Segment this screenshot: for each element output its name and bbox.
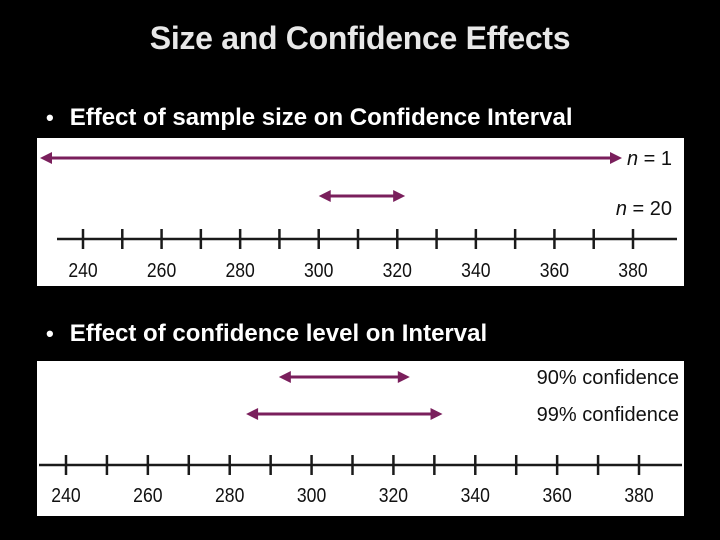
axis-tick-label: 320 [383,259,412,281]
bullet-sample-size: • Effect of sample size on Confidence In… [46,104,572,132]
confidence-level-number-line: 240 260 280 300 320 340 360 380 90% confidence 99… [39,367,682,506]
axis-tick-label: 360 [540,259,569,281]
axis-tick-label: 340 [461,259,490,281]
axis-tick-label: 240 [51,484,80,506]
confidence-level-diagram: 240 260 280 300 320 340 360 380 90% confidence 99… [37,361,684,516]
bullet-confidence-level-text: Effect of confidence level on Interval [69,320,488,347]
bullet-dot: • [46,105,54,130]
interval-arrowhead-right [610,152,622,164]
bullet-confidence-level: • Effect of confidence level on Interval [46,320,487,348]
interval-arrowhead-right [397,371,410,383]
interval-label: n = 20 [616,198,672,220]
axis-tick-label: 240 [68,259,97,281]
interval-label: 90% confidence [537,367,679,389]
slide-title: Size and Confidence Effects [149,20,571,56]
bullet-dot: • [46,321,54,346]
interval-label-variable: n [627,148,638,170]
interval-arrowhead-left [40,152,52,164]
interval-arrowhead-left [318,190,331,202]
interval-arrowhead-left [278,371,291,383]
bullet-sample-size-text: Effect of sample size on Confidence Inte… [69,104,573,131]
axis-tick-label: 260 [133,484,162,506]
axis-tick-label: 260 [147,259,176,281]
axis-tick-label: 320 [379,484,408,506]
axis-tick-label: 300 [304,259,333,281]
axis-tick-label: 340 [461,484,490,506]
interval-arrowhead-left [246,408,259,420]
axis-tick-label: 280 [215,484,244,506]
interval-label-variable: n [616,198,627,220]
axis-tick-label: 360 [542,484,571,506]
axis-tick-label: 380 [618,259,647,281]
axis-tick-label: 280 [225,259,254,281]
axis-tick-label: 380 [624,484,653,506]
axis-tick-label: 300 [297,484,326,506]
interval-arrowhead-right [430,408,443,420]
interval-label-value: = 20 [627,198,672,220]
interval-label: n = 1 [627,148,672,170]
interval-arrowhead-right [393,190,406,202]
interval-label: 99% confidence [537,404,679,426]
interval-label-value: = 1 [638,148,672,170]
